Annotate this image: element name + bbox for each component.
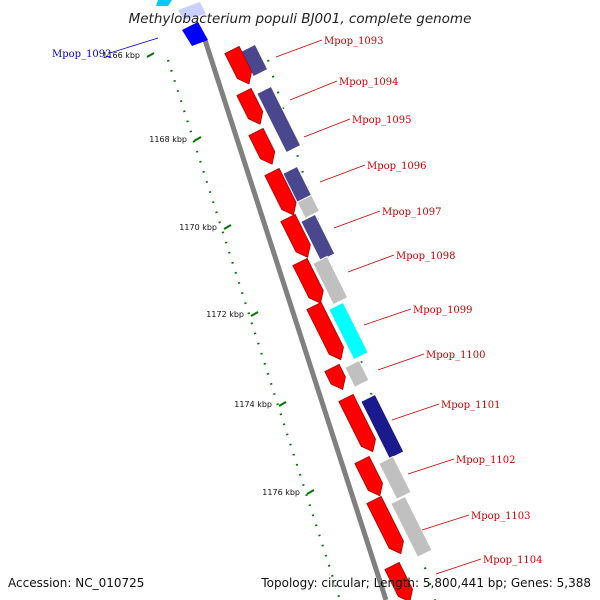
cog-segment [256,85,302,154]
kbp-tick [250,311,259,317]
gene-arrow-mpop_1102 [354,455,383,497]
gene-label-mpop_1096: Mpop_1096 [367,161,427,172]
cog-segment [328,301,369,361]
leader-mpop_1099 [363,308,412,326]
accession-text: Accession: NC_010725 [8,576,144,590]
leader-mpop_1101 [391,403,440,421]
cog-segment [312,255,349,306]
kbp-tick-label: 1176 kbp [262,488,300,497]
leader-mpop_1100 [377,353,425,371]
leader-mpop_1094 [289,80,338,101]
gene-arrow-mpop_1099 [306,301,344,361]
gene-arrow-mpop_1101 [338,393,376,453]
leader-mpop_1097 [333,210,381,229]
map-title: Methylobacterium populi BJ001, complete … [129,11,472,27]
leader-mpop_1093 [275,39,323,58]
kbp-tick-label: 1166 kbp [102,51,140,60]
kbp-tick-label: 1172 kbp [206,310,244,319]
gene-label-mpop_1103: Mpop_1103 [471,511,531,522]
gene-label-mpop_1094: Mpop_1094 [339,77,399,88]
cog-segment [378,455,412,501]
kbp-tick [278,401,287,407]
leader-mpop_1102 [407,458,455,475]
kbp-tick [146,52,155,58]
gene-label-mpop_1104: Mpop_1104 [483,555,543,566]
leader-mpop_1104 [435,558,482,575]
leader-mpop_1096 [319,164,366,183]
gene-label-mpop_1098: Mpop_1098 [396,251,456,262]
gene-arrow-mpop_1104 [384,561,413,600]
kbp-tick-label: 1168 kbp [149,135,187,144]
kbp-tick-label: 1174 kbp [234,400,272,409]
kbp-tick [193,136,202,142]
cog-segment [344,359,370,388]
gene-label-mpop_1102: Mpop_1102 [456,455,516,466]
kbp-tick [306,489,315,495]
gene-arrow-mpop_1097 [280,213,311,258]
gene-track [156,0,413,600]
backbone [202,39,389,600]
cog-segment [300,213,336,262]
gene-arrow-upstream-cyan [156,0,172,6]
gene-arrow-mpop_1098 [292,257,324,304]
cog-segment [282,165,313,203]
gene-arrow-mpop_1092 [182,22,208,46]
leader-mpop_1098 [347,254,395,273]
gene-arrow-mpop_1103 [366,495,404,555]
leader-mpop_1103 [421,514,470,531]
gene-arrow-mpop_1100 [324,363,346,391]
gene-label-mpop_1097: Mpop_1097 [382,207,442,218]
gene-label-mpop_1099: Mpop_1099 [413,305,473,316]
leader-mpop_1092 [109,37,159,54]
gene-arrow-mpop_1096 [264,167,297,216]
kbp-tick [223,224,232,230]
gene-label-mpop_1093: Mpop_1093 [324,36,384,47]
gene-label-mpop_1092: Mpop_1092 [52,49,112,60]
cog-segment [360,393,405,460]
gene-label-mpop_1100: Mpop_1100 [426,350,486,361]
gene-arrow-upstream [178,2,206,20]
kbp-tick-label: 1170 kbp [179,223,217,232]
cog-track [240,43,433,558]
gene-labels: Mpop_1092 Mpop_1093 Mpop_1094 Mpop_1095 Mpop… [52,36,543,575]
gene-label-mpop_1095: Mpop_1095 [352,115,412,126]
cog-segment [390,495,433,558]
backbone-line [202,39,389,600]
gene-arrow-mpop_1095 [248,127,276,165]
leader-mpop_1095 [303,118,351,138]
gene-label-mpop_1101: Mpop_1101 [441,400,501,411]
gene-arrow-mpop_1094 [236,87,264,125]
topology-text: Topology: circular; Length: 5,800,441 bp… [260,576,591,590]
gene-arrow-mpop_1093 [224,45,253,85]
